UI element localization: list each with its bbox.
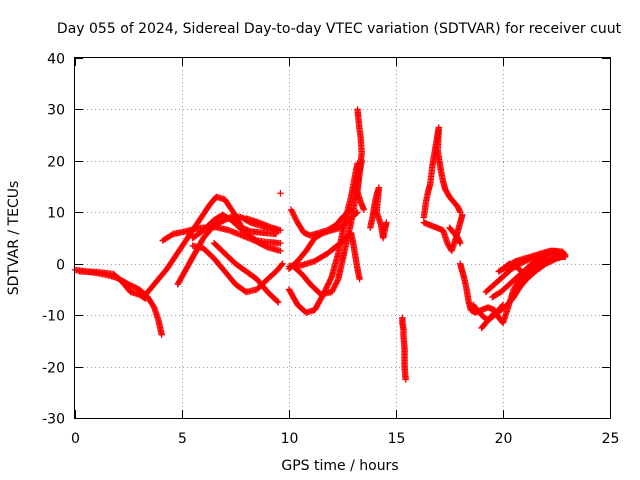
data-point (402, 376, 409, 383)
y-tick-label: 0 (56, 258, 65, 274)
data-point (327, 274, 335, 282)
data-point (328, 288, 335, 296)
data-point (277, 239, 284, 247)
y-tick-label: 40 (47, 52, 65, 68)
y-tick-label: -30 (42, 412, 65, 428)
data-point (158, 331, 165, 338)
plot-frame (74, 57, 611, 419)
data-point (279, 260, 286, 267)
data-points (71, 106, 569, 383)
data-point (331, 283, 338, 290)
chart-title: Day 055 of 2024, Sidereal Day-to-day VTE… (57, 21, 622, 37)
axis-ticks (75, 58, 611, 419)
data-point (278, 261, 285, 269)
data-point (498, 302, 506, 310)
x-axis-label: GPS time / hours (281, 458, 398, 474)
data-point (334, 277, 341, 284)
data-point (330, 284, 338, 291)
data-point (292, 216, 300, 223)
data-point (499, 301, 507, 309)
x-tick-label: 0 (71, 431, 80, 447)
data-point (561, 253, 569, 261)
data-point (459, 211, 466, 219)
data-point (383, 219, 390, 226)
data-point (333, 278, 340, 286)
data-point (330, 285, 337, 293)
data-point (329, 287, 336, 294)
data-point (457, 239, 464, 247)
x-tick-label: 10 (281, 431, 299, 447)
data-point (277, 190, 284, 197)
data-point (287, 206, 295, 213)
data-point (557, 250, 564, 257)
y-tick-label: -10 (42, 309, 65, 325)
data-point (291, 213, 298, 221)
data-point (292, 215, 299, 222)
data-point (289, 209, 296, 216)
data-point (274, 298, 281, 305)
data-point (332, 280, 340, 287)
data-point (277, 227, 284, 234)
y-tick-label: 10 (47, 206, 65, 222)
data-point (290, 212, 298, 219)
y-tick-label: 30 (47, 103, 65, 119)
data-point (290, 210, 297, 218)
x-tick-label: 15 (388, 431, 406, 447)
data-point (356, 275, 363, 283)
y-axis-label: SDTVAR / TECUs (6, 181, 22, 296)
data-point (360, 206, 368, 213)
x-tick-label: 25 (602, 431, 620, 447)
y-tick-label: 20 (47, 155, 65, 171)
x-tick-label: 5 (178, 431, 187, 447)
data-point (275, 299, 282, 306)
data-point (288, 207, 296, 215)
data-point (332, 281, 339, 289)
x-tick-label: 20 (495, 431, 513, 447)
data-point (277, 247, 284, 255)
x-tick-labels: 0 5 10 15 20 25 (71, 431, 619, 447)
y-tick-label: -20 (42, 361, 65, 377)
grid-lines (75, 58, 610, 418)
y-tick-labels: -30 -20 -10 0 10 20 30 40 (42, 52, 65, 428)
